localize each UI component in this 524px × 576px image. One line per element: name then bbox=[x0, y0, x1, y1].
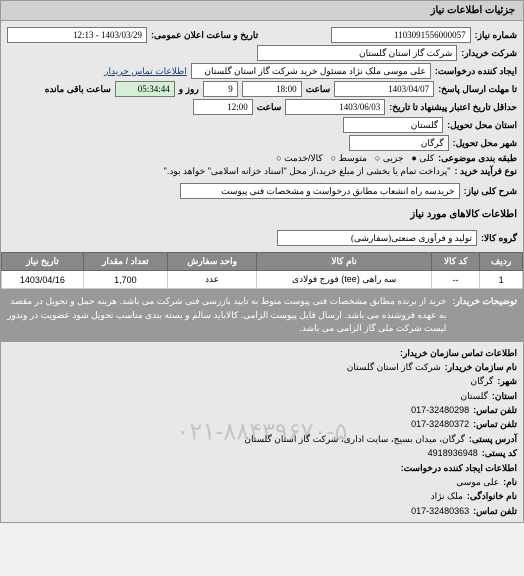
desc-label: توضیحات خریدار: bbox=[452, 295, 517, 336]
f-postal-lbl: کد پستی: bbox=[482, 446, 517, 460]
org-name-lbl: نام سازمان خریدار: bbox=[445, 360, 517, 374]
need-title-input[interactable] bbox=[180, 183, 460, 199]
f-fax: 017-32480372 bbox=[411, 417, 469, 431]
goods-section-title: اطلاعات کالاهای مورد نیاز bbox=[1, 205, 523, 224]
th-unit: واحد سفارش bbox=[167, 253, 256, 271]
org-name: شرکت گاز استان گلستان bbox=[347, 360, 441, 374]
f-lastname-lbl: نام خانوادگی: bbox=[467, 489, 517, 503]
footer: اطلاعات تماس سازمان خریدار: نام سازمان خ… bbox=[1, 342, 523, 523]
cat-partial[interactable]: جزیی ○ bbox=[375, 153, 403, 164]
f-province: گلستان bbox=[461, 389, 488, 403]
remain-days-lbl: روز و bbox=[179, 84, 199, 95]
datetime-input[interactable] bbox=[7, 27, 147, 43]
f-province-lbl: استان: bbox=[492, 389, 517, 403]
td-name: سه راهی (tee) فورج فولادی bbox=[257, 271, 432, 289]
f-city: گرگان bbox=[470, 374, 493, 388]
group-label: گروه کالا: bbox=[481, 233, 517, 244]
request-no-label: شماره نیاز: bbox=[475, 30, 517, 41]
deadline-label: تا مهلت ارسال پاسخ: bbox=[438, 84, 517, 95]
f-cphone-lbl: تلفن تماس: bbox=[473, 504, 517, 518]
f-address-lbl: آدرس پستی: bbox=[469, 432, 517, 446]
f-name: علی موسی bbox=[456, 475, 499, 489]
city-input[interactable] bbox=[349, 135, 449, 151]
cat-all[interactable]: کلی ● bbox=[411, 153, 434, 164]
company-input[interactable] bbox=[257, 45, 457, 61]
process-label: نوع فرآیند خرید : bbox=[455, 166, 518, 177]
deadline-time-input[interactable] bbox=[242, 81, 302, 97]
td-row: 1 bbox=[480, 271, 523, 289]
contact-link[interactable]: اطلاعات تماس خریدار bbox=[104, 66, 187, 77]
contact-title: اطلاعات ایجاد کننده درخواست: bbox=[401, 461, 517, 475]
th-code: کد کالا bbox=[432, 253, 480, 271]
td-date: 1403/04/16 bbox=[2, 271, 84, 289]
remain-lbl: ساعت باقی مانده bbox=[45, 84, 111, 95]
f-fax-lbl: تلفن تماس: bbox=[473, 417, 517, 431]
td-code: -- bbox=[432, 271, 480, 289]
td-unit: عدد bbox=[167, 271, 256, 289]
f-phone-lbl: تلفن تماس: bbox=[473, 403, 517, 417]
group-input[interactable] bbox=[277, 230, 477, 246]
cat-item[interactable]: کالا/خدمت ○ bbox=[276, 153, 323, 164]
datetime-label: تاریخ و ساعت اعلان عمومی: bbox=[151, 30, 258, 41]
company-label: شرکت خریدار: bbox=[461, 48, 517, 59]
f-lastname: ملک نژاد bbox=[431, 489, 463, 503]
th-date: تاریخ نیاز bbox=[2, 253, 84, 271]
deadline-date-input[interactable] bbox=[334, 81, 434, 97]
table-row[interactable]: 1 -- سه راهی (tee) فورج فولادی عدد 1,700… bbox=[2, 271, 523, 289]
f-city-lbl: شهر: bbox=[497, 374, 517, 388]
validity-time-lbl: ساعت bbox=[257, 102, 282, 113]
f-postal: 4918936948 bbox=[428, 446, 478, 460]
remain-days-input[interactable] bbox=[203, 81, 238, 97]
need-title-label: شرح کلی نیاز: bbox=[464, 186, 517, 197]
th-name: نام کالا bbox=[257, 253, 432, 271]
validity-date-input[interactable] bbox=[285, 99, 385, 115]
validity-label: حداقل تاریخ اعتبار پیشنهاد تا تاریخ: bbox=[389, 102, 517, 113]
tab-header: جزئیات اطلاعات نیاز bbox=[1, 1, 523, 21]
province-input[interactable] bbox=[343, 117, 443, 133]
process-note: "پرداخت تمام يا بخشی از مبلغ خرید،از محل… bbox=[164, 166, 451, 177]
city-label: شهر محل تحویل: bbox=[453, 138, 517, 149]
th-qty: تعداد / مقدار bbox=[83, 253, 167, 271]
province-label: استان محل تحویل: bbox=[447, 120, 517, 131]
category-radios: کلی ● جزیی ○ متوسط ○ کالا/خدمت ○ bbox=[276, 153, 434, 164]
f-name-lbl: نام: bbox=[503, 475, 517, 489]
goods-table: ردیف کد کالا نام کالا واحد سفارش تعداد /… bbox=[1, 252, 523, 289]
f-phone: 017-32480298 bbox=[411, 403, 469, 417]
validity-time-input[interactable] bbox=[193, 99, 253, 115]
description-box: توضیحات خریدار: خرید از برنده مطابق مشخص… bbox=[1, 289, 523, 342]
th-row: ردیف bbox=[480, 253, 523, 271]
td-qty: 1,700 bbox=[83, 271, 167, 289]
desc-text: خرید از برنده مطابق مشخصات فنی پیوست منو… bbox=[7, 295, 446, 336]
request-no-input[interactable] bbox=[331, 27, 471, 43]
table-header-row: ردیف کد کالا نام کالا واحد سفارش تعداد /… bbox=[2, 253, 523, 271]
category-label: طبقه بندی موضوعی: bbox=[438, 153, 517, 164]
f-address: گرگان، میدان بسیج، سایت اداری، شرکت گاز … bbox=[244, 432, 465, 446]
f-cphone: 017-32480363 bbox=[411, 504, 469, 518]
creator-input[interactable] bbox=[191, 63, 431, 79]
creator-label: ایجاد کننده درخواست: bbox=[435, 66, 517, 77]
remain-time-input[interactable] bbox=[115, 81, 175, 97]
deadline-time-lbl: ساعت bbox=[306, 84, 331, 95]
org-title: اطلاعات تماس سازمان خریدار: bbox=[400, 346, 517, 360]
cat-mid[interactable]: متوسط ○ bbox=[331, 153, 367, 164]
